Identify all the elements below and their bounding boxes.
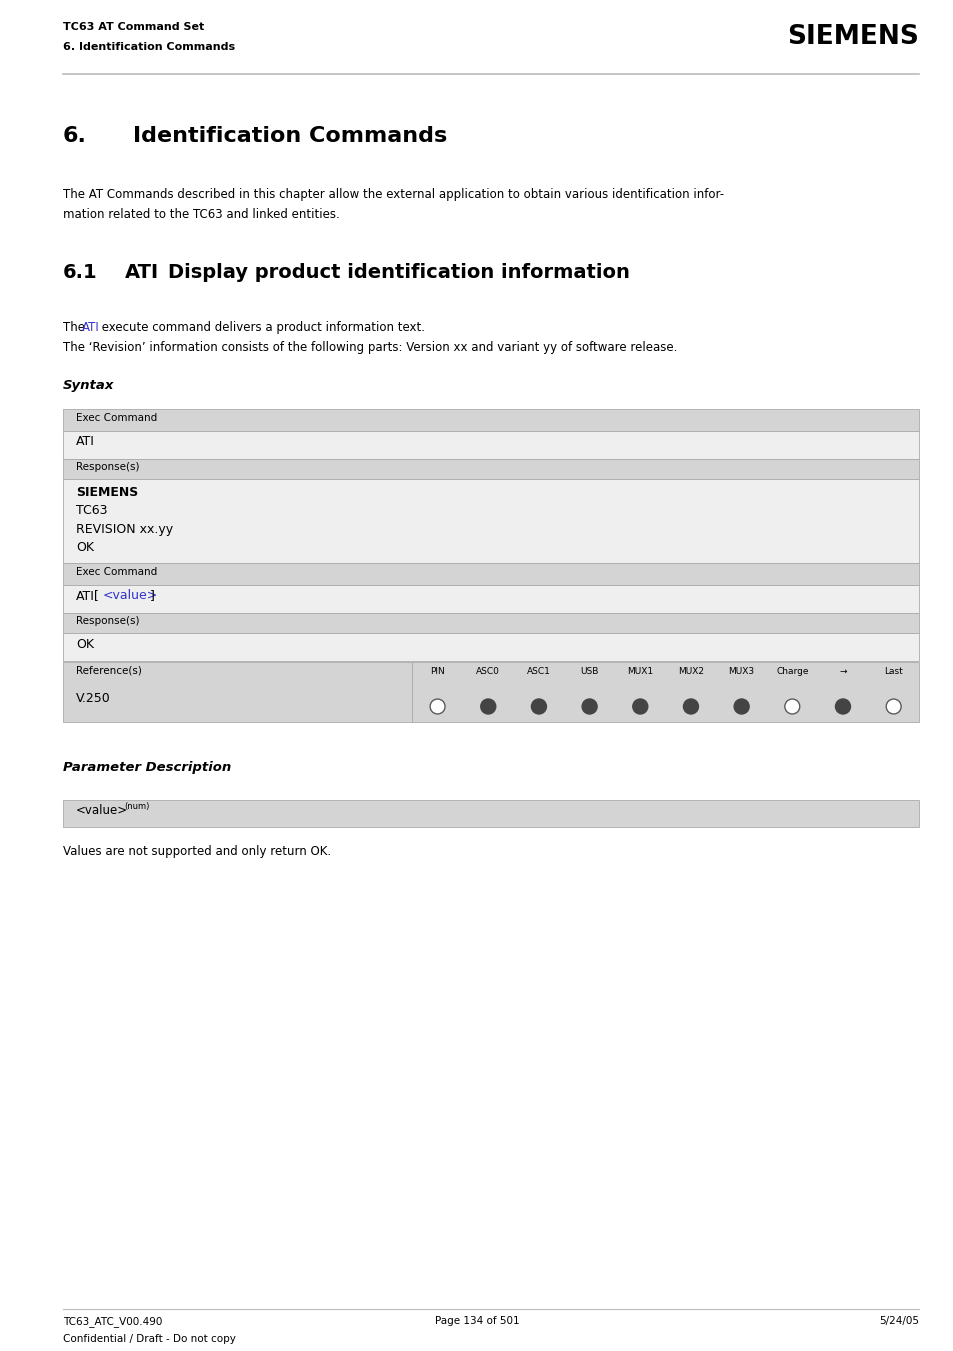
Text: execute command delivers a product information text.: execute command delivers a product infor…: [98, 322, 425, 334]
Text: The AT Commands described in this chapter allow the external application to obta: The AT Commands described in this chapte…: [63, 188, 723, 201]
Bar: [412, 662, 918, 721]
Text: 6.: 6.: [63, 126, 87, 146]
Circle shape: [835, 698, 849, 713]
Text: Last: Last: [883, 666, 902, 676]
Text: Confidential / Draft - Do not copy: Confidential / Draft - Do not copy: [63, 1335, 235, 1344]
Circle shape: [734, 698, 748, 713]
Text: OK: OK: [76, 540, 94, 554]
Text: 6. Identification Commands: 6. Identification Commands: [63, 42, 234, 51]
Text: TC63: TC63: [76, 504, 108, 517]
Text: ATI[: ATI[: [76, 589, 100, 603]
Text: USB: USB: [579, 666, 598, 676]
Bar: [63, 800, 918, 827]
Text: 6.1: 6.1: [63, 263, 97, 282]
Text: Exec Command: Exec Command: [76, 567, 157, 577]
Text: Reference(s): Reference(s): [76, 666, 142, 676]
Circle shape: [531, 698, 546, 713]
Text: Syntax: Syntax: [63, 380, 114, 392]
Circle shape: [885, 698, 901, 713]
Bar: [63, 431, 918, 459]
Text: ]: ]: [150, 589, 154, 603]
Text: <value>: <value>: [102, 589, 157, 603]
Text: The: The: [63, 322, 89, 334]
Text: SIEMENS: SIEMENS: [76, 485, 138, 499]
Circle shape: [581, 698, 597, 713]
Text: MUX2: MUX2: [678, 666, 703, 676]
Text: Response(s): Response(s): [76, 616, 139, 627]
Bar: [63, 662, 412, 721]
Text: The ‘Revision’ information consists of the following parts: Version xx and varia: The ‘Revision’ information consists of t…: [63, 340, 677, 354]
Text: OK: OK: [76, 638, 94, 650]
Circle shape: [784, 698, 799, 713]
Text: MUX1: MUX1: [626, 666, 653, 676]
Bar: [63, 632, 918, 661]
Bar: [63, 585, 918, 613]
Text: →: →: [839, 666, 846, 676]
Text: ATI: ATI: [76, 435, 94, 449]
Circle shape: [632, 698, 647, 713]
Text: Display product identification information: Display product identification informati…: [168, 263, 629, 282]
Circle shape: [682, 698, 698, 713]
Bar: [63, 409, 918, 431]
Text: Identification Commands: Identification Commands: [132, 126, 447, 146]
Text: Page 134 of 501: Page 134 of 501: [435, 1316, 518, 1325]
Text: <value>: <value>: [76, 804, 128, 817]
Text: ASC0: ASC0: [476, 666, 499, 676]
Text: ASC1: ASC1: [526, 666, 550, 676]
Text: Charge: Charge: [775, 666, 808, 676]
Text: 5/24/05: 5/24/05: [878, 1316, 918, 1325]
Text: Exec Command: Exec Command: [76, 413, 157, 423]
Text: TC63 AT Command Set: TC63 AT Command Set: [63, 22, 204, 32]
Text: ATI: ATI: [81, 322, 99, 334]
Text: Parameter Description: Parameter Description: [63, 762, 231, 774]
Text: REVISION xx.yy: REVISION xx.yy: [76, 523, 172, 535]
Bar: [63, 613, 918, 632]
Text: PIN: PIN: [430, 666, 444, 676]
Bar: [63, 478, 918, 562]
Bar: [63, 563, 918, 585]
Text: Response(s): Response(s): [76, 462, 139, 473]
Text: ATI: ATI: [125, 263, 159, 282]
Bar: [63, 459, 918, 478]
Text: SIEMENS: SIEMENS: [786, 24, 918, 50]
Text: MUX3: MUX3: [728, 666, 754, 676]
Text: mation related to the TC63 and linked entities.: mation related to the TC63 and linked en…: [63, 208, 339, 222]
Circle shape: [480, 698, 496, 713]
Text: Values are not supported and only return OK.: Values are not supported and only return…: [63, 844, 331, 858]
Text: V.250: V.250: [76, 692, 111, 704]
Circle shape: [430, 698, 445, 713]
Text: TC63_ATC_V00.490: TC63_ATC_V00.490: [63, 1316, 162, 1327]
Text: (num): (num): [125, 801, 150, 811]
